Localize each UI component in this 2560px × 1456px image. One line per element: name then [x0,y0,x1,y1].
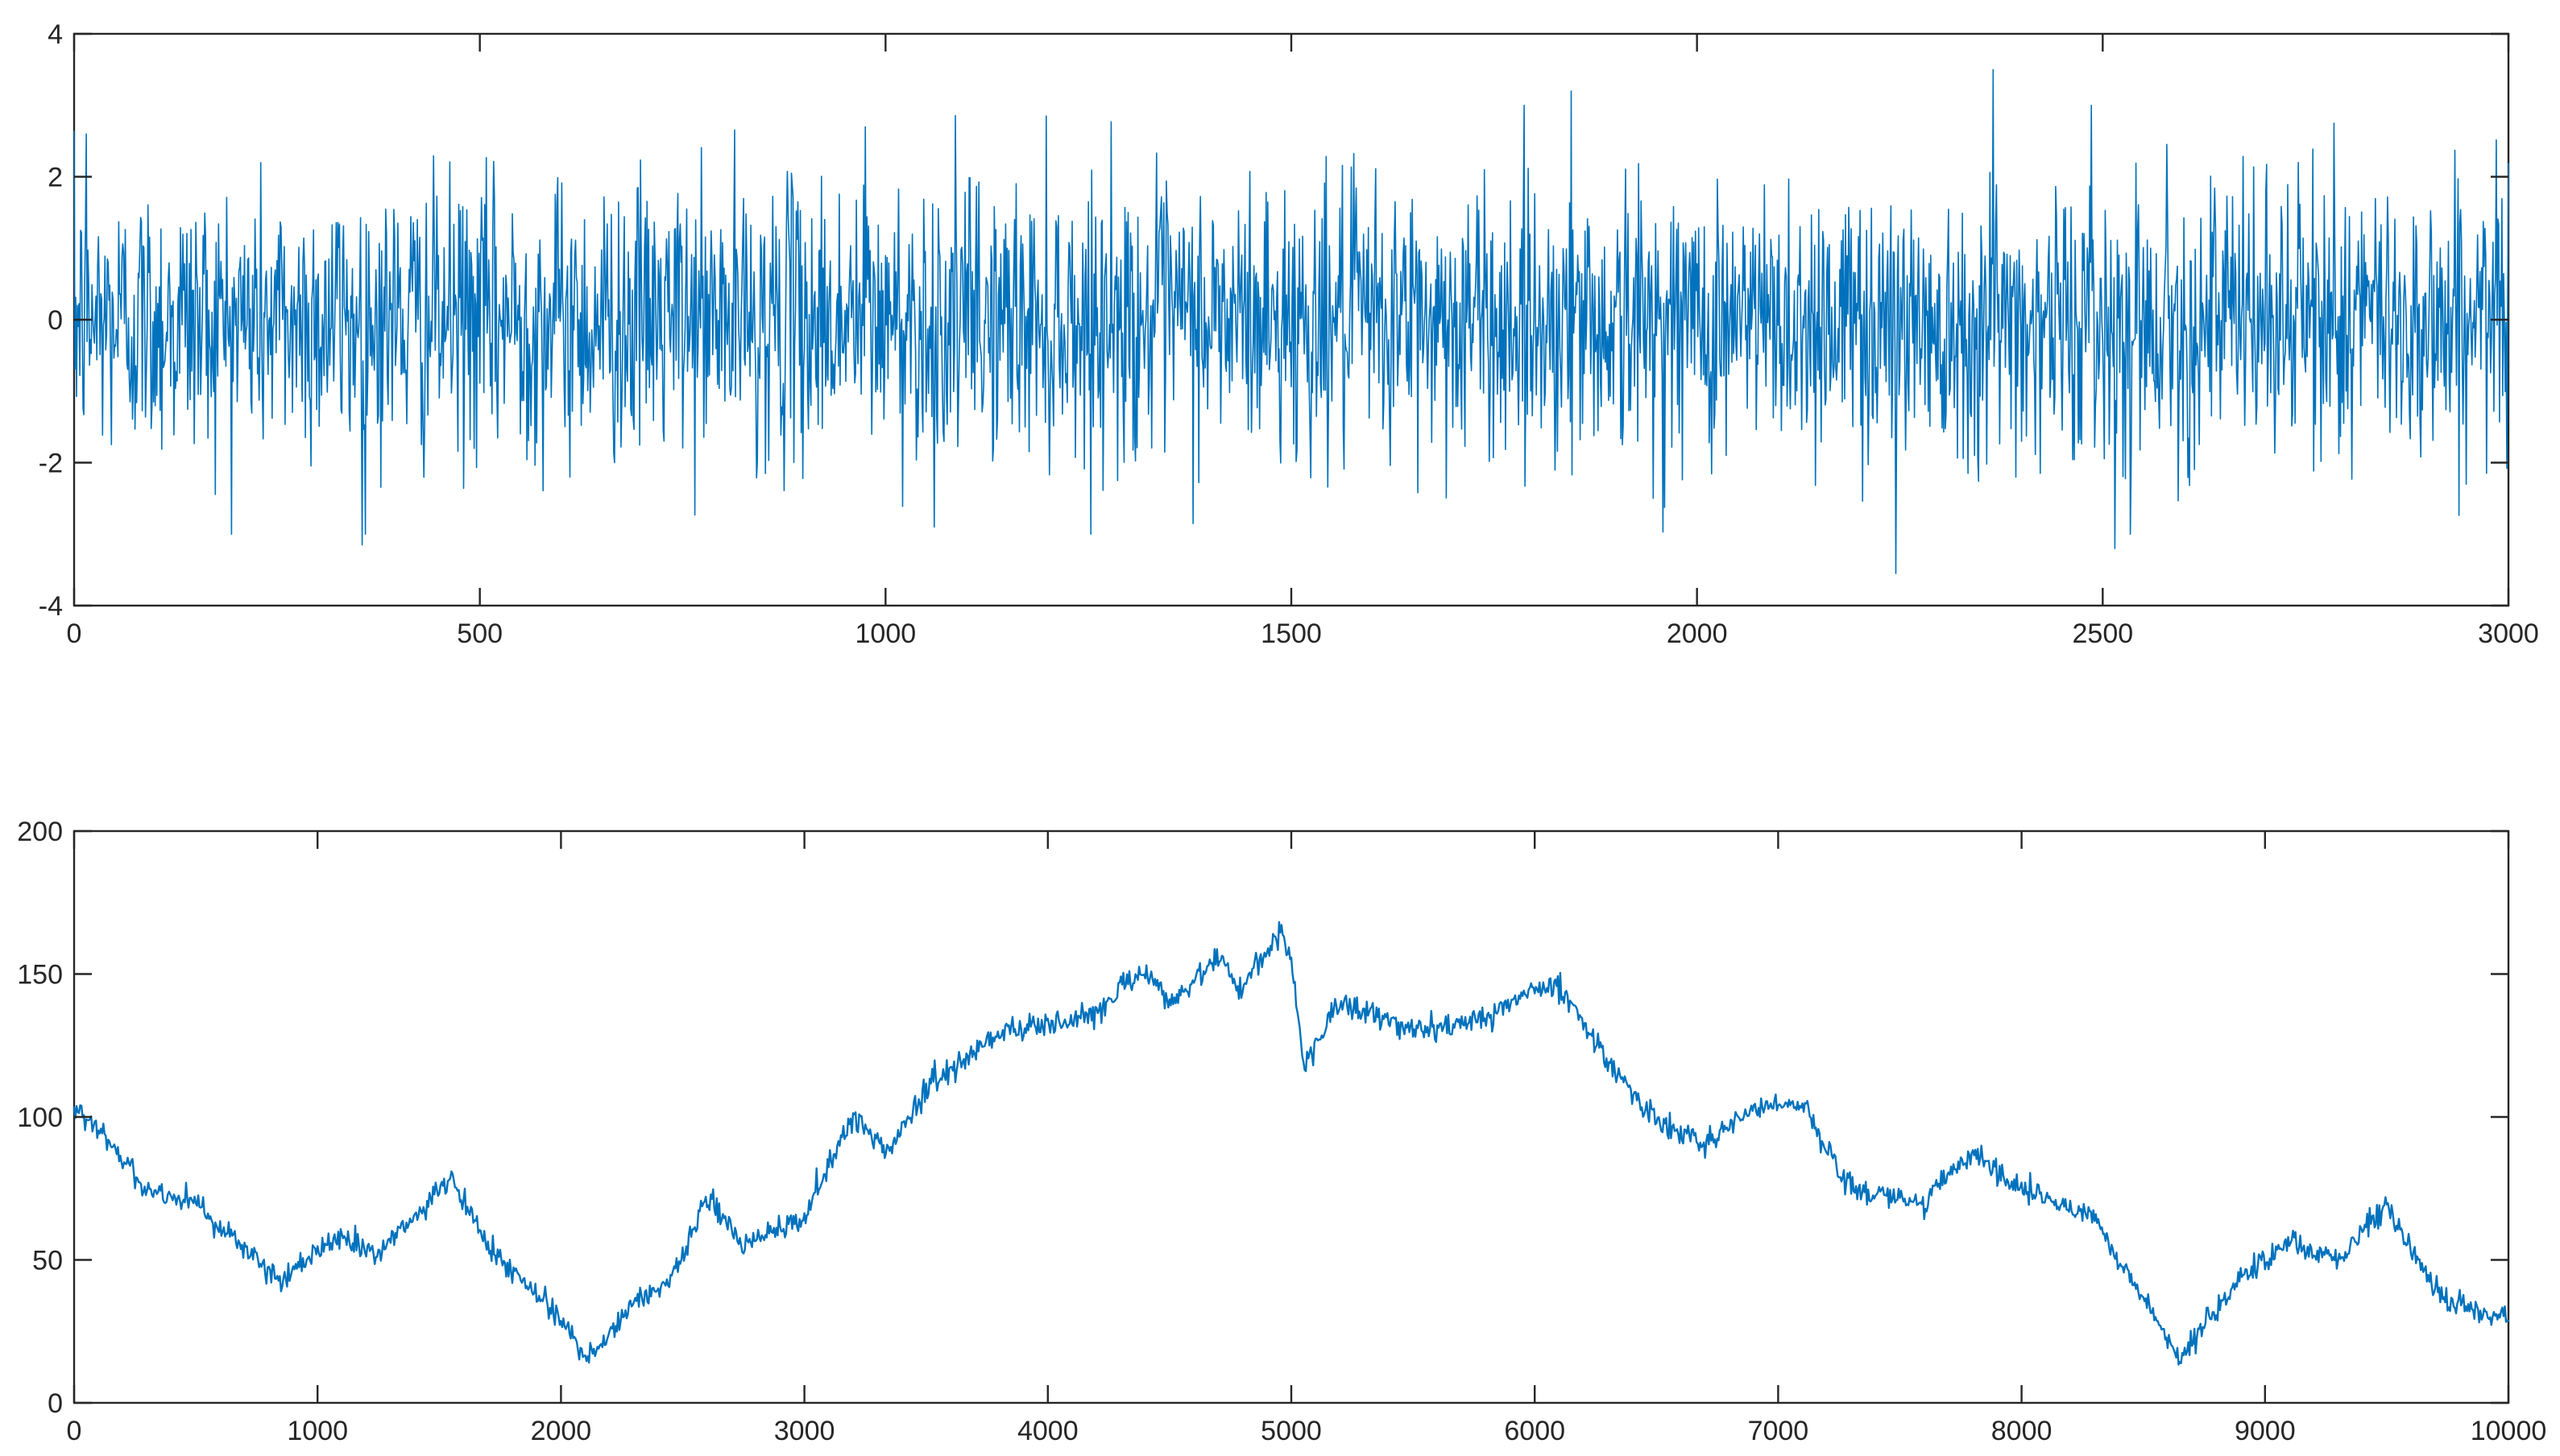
y-tick-label: 2 [48,163,63,193]
x-tick-label: 2000 [531,1416,592,1446]
top-axes: 0 500 1000 1500 2000 2500 3000 -4 -2 0 2 4 [39,19,2539,649]
y-tick-label: -4 [39,591,63,622]
x-tick-label: 8000 [1991,1416,2053,1446]
x-tick-label: 3000 [774,1416,835,1446]
x-tick-label: 10000 [2471,1416,2547,1446]
x-tick-label: 0 [67,618,82,649]
x-tick-label: 7000 [1748,1416,1809,1446]
x-tick-label: 1500 [1261,618,1322,649]
bottom-axes: 0 1000 2000 3000 4000 5000 6000 7000 8000 9000 100… [17,817,2546,1446]
x-tick-label: 5000 [1261,1416,1322,1446]
y-tick-label: 100 [17,1102,63,1133]
x-tick-label: 0 [67,1416,82,1446]
y-tick-label: 200 [17,817,63,847]
y-tick-label: 0 [48,305,63,336]
x-tick-label: 1000 [287,1416,348,1446]
x-tick-label: 2000 [1667,618,1728,649]
x-tick-label: 2500 [2073,618,2134,649]
y-tick-label: 4 [48,19,63,50]
y-tick-label: 50 [32,1246,63,1276]
y-tick-label: 150 [17,960,63,991]
x-tick-label: 4000 [1017,1416,1079,1446]
y-tick-label: 0 [48,1388,63,1419]
x-tick-label: 6000 [1504,1416,1565,1446]
plot-area-2 [72,829,2510,1404]
y-tick-label: -2 [39,449,63,479]
series-line-1 [73,68,2509,574]
x-tick-label: 500 [457,618,503,649]
x-tick-label: 1000 [855,618,917,649]
x-tick-label: 9000 [2235,1416,2296,1446]
x-tick-label: 3000 [2478,618,2539,649]
series-line-2 [72,920,2510,1366]
